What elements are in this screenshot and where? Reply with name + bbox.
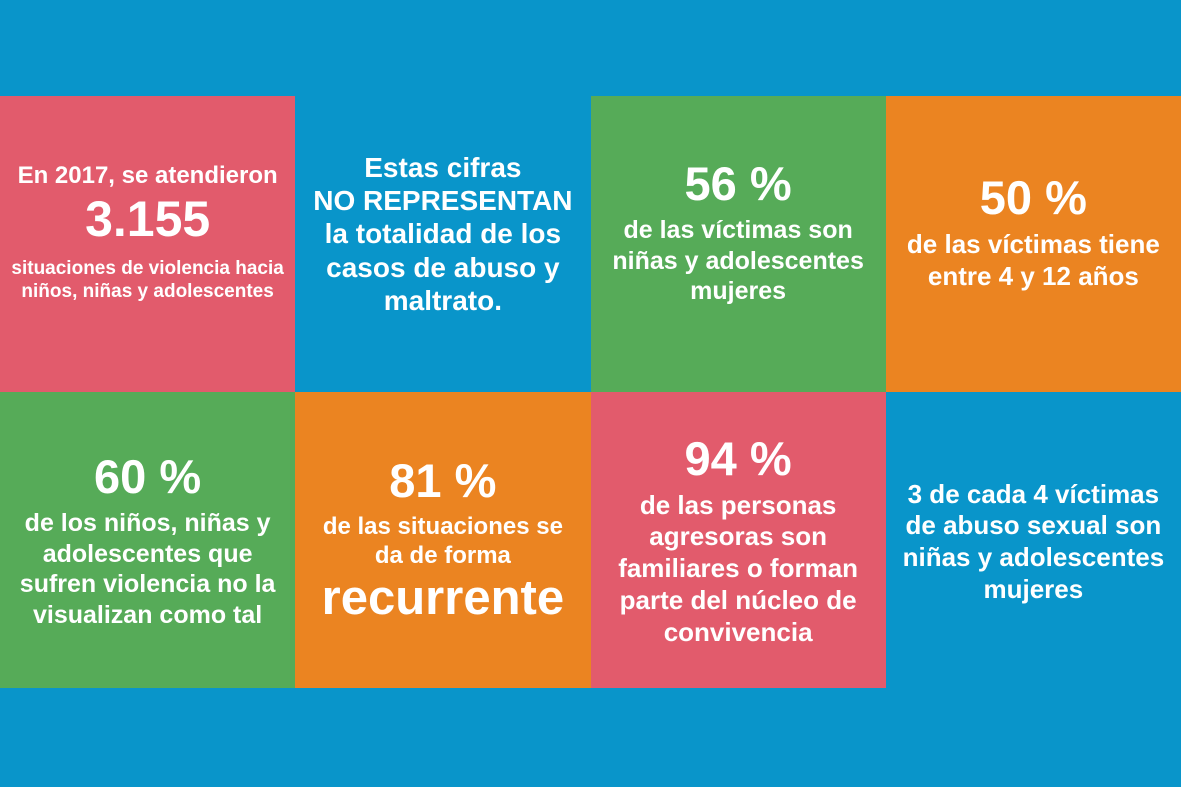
stat-description: de las víctimas tiene entre 4 y 12 años	[906, 229, 1160, 292]
stat-description: 3 de cada 4 víctimas de abuso sexual son…	[902, 478, 1165, 604]
stat-value: 56 %	[684, 157, 792, 211]
stat-description: de los niños, niñas y adolescentes que s…	[19, 509, 276, 629]
stat-description: de las víctimas son niñas y adolescentes…	[612, 216, 864, 306]
stat-description: Estas cifras NO REPRESENTAN la totalidad…	[313, 152, 573, 316]
stat-description: de las personas agresoras son familiares…	[618, 489, 859, 647]
stat-description: situaciones de violencia hacia niños, ni…	[11, 257, 284, 302]
stat-tile-cifras-disclaimer: Estas cifras NO REPRESENTAN la totalidad…	[295, 96, 591, 392]
stat-tile-victimas-edad: 50 % de las víctimas tiene entre 4 y 12 …	[885, 96, 1181, 392]
stat-tile-recurrente: 81 % de las situaciones se da de forma r…	[295, 392, 591, 688]
stat-tile-victimas-mujeres: 56 % de las víctimas son niñas y adolesc…	[590, 96, 886, 392]
stat-value: 81 %	[389, 453, 497, 507]
stats-grid: En 2017, se atendieron 3.155 situaciones…	[0, 96, 1181, 688]
stat-value: 60 %	[94, 449, 202, 503]
stat-value: 50 %	[979, 171, 1087, 225]
stat-tile-no-visualizan: 60 % de los niños, niñas y adolescentes …	[0, 392, 296, 688]
stat-tile-abuso-sexual: 3 de cada 4 víctimas de abuso sexual son…	[885, 392, 1181, 688]
stat-tile-2017-cases: En 2017, se atendieron 3.155 situaciones…	[0, 96, 296, 392]
stat-value: 3.155	[85, 191, 211, 248]
stat-tile-agresores: 94 % de las personas agresoras son famil…	[590, 392, 886, 688]
stat-highlight-word: recurrente	[321, 571, 565, 626]
stat-value: 94 %	[684, 431, 792, 485]
stat-lead-text: En 2017, se atendieron	[17, 162, 278, 190]
stat-description: de las situaciones se da de forma	[322, 512, 563, 570]
